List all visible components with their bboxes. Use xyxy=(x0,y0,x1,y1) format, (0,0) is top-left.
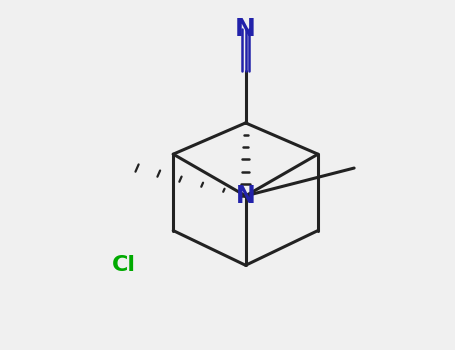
Text: Cl: Cl xyxy=(111,255,136,275)
Text: N: N xyxy=(236,184,255,208)
Text: N: N xyxy=(235,17,256,41)
